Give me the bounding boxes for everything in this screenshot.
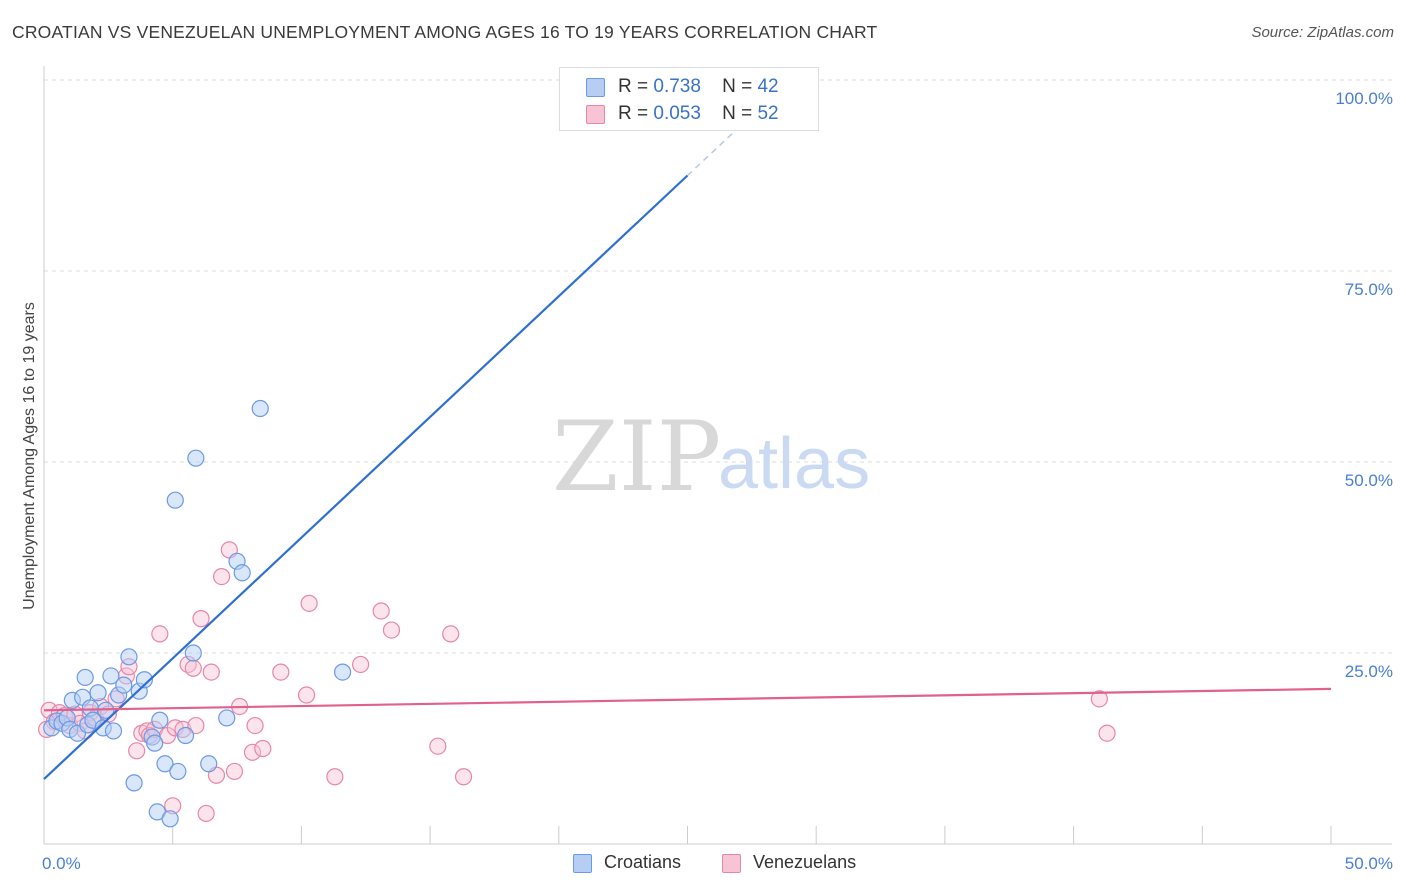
venezuelans-point [187, 716, 205, 735]
x-tick-label: 50.0% [1345, 854, 1393, 873]
croatians-point [76, 668, 94, 687]
croatians-point [184, 644, 202, 662]
venezuelans-point [272, 663, 290, 681]
venezuelans-point [225, 762, 244, 781]
y-tick-label: 25.0% [1345, 662, 1393, 681]
y-tick-label: 50.0% [1345, 471, 1393, 490]
croatians-point [151, 711, 169, 729]
chart-title: CROATIAN VS VENEZUELAN UNEMPLOYMENT AMON… [12, 22, 878, 42]
r-value: 0.738 [653, 76, 701, 97]
venezuelans-point [192, 610, 210, 628]
venezuelans-point [246, 716, 264, 735]
croatians-point [104, 722, 123, 740]
croatians-point [176, 726, 195, 745]
croatians-point [187, 449, 205, 467]
croatians-point [200, 755, 218, 773]
croatians-points [43, 75, 648, 828]
watermark-atlas: atlas [718, 424, 870, 504]
croatians-point [146, 734, 164, 752]
trend-lines [43, 114, 1332, 780]
croatians-point [218, 709, 236, 727]
y-axis-label: Unemployment Among Ages 16 to 19 years [21, 302, 38, 610]
croatians-point [120, 648, 138, 666]
axes [43, 66, 1392, 845]
venezuelans-point [454, 768, 473, 786]
venezuelans-point [1090, 690, 1108, 708]
croatians-trend-extension [686, 114, 753, 177]
croatians-point [102, 667, 120, 685]
croatians-point [115, 676, 133, 694]
venezuelans-legend-swatch [722, 854, 741, 873]
venezuelans-point [297, 686, 316, 704]
croatians-swatch [586, 78, 605, 97]
venezuelans-point [372, 602, 390, 620]
n-label: N = [722, 76, 753, 97]
venezuelans-point [197, 804, 215, 823]
n-value: 52 [757, 103, 779, 124]
stats-legend: R = 0.738 N = 42 R = 0.053 N = 52 [559, 67, 819, 131]
venezuelans-trend-line [43, 687, 1332, 712]
venezuelans-point [254, 739, 272, 758]
croatians-point [161, 810, 179, 828]
croatians-point [251, 399, 269, 418]
venezuelans-point [442, 625, 460, 643]
venezuelans-point [1098, 724, 1116, 742]
venezuelans-point [429, 737, 447, 755]
chart-source: Source: ZipAtlas.com [1251, 24, 1394, 41]
croatians-point [333, 663, 352, 681]
croatians-point [169, 762, 187, 781]
venezuelans-point [151, 625, 169, 643]
r-label: R = [618, 76, 649, 97]
venezuelans-point [128, 742, 146, 760]
venezuelans-swatch [586, 105, 605, 124]
croatians-point [89, 684, 107, 702]
croatians-point [125, 774, 143, 792]
croatians-point [166, 491, 184, 509]
watermark-zip: ZIP [552, 401, 721, 513]
venezuelans-point [382, 621, 401, 639]
venezuelans-point [352, 655, 370, 674]
venezuelans-point [300, 594, 318, 612]
venezuelans-points [37, 541, 1116, 823]
croatians-legend-label: Croatians [604, 852, 682, 872]
watermark: ZIP atlas [552, 401, 870, 513]
croatians-trend-line [43, 174, 689, 780]
croatians-point [233, 564, 251, 582]
y-tick-label: 100.0% [1335, 89, 1393, 108]
n-label: N = [722, 103, 753, 124]
legend-stats-croatians: R = 0.738 N = 42 [618, 76, 779, 98]
venezuelans-point [213, 567, 231, 586]
r-label: R = [618, 103, 649, 124]
croatians-point [135, 671, 153, 689]
venezuelans-legend-label: Venezuelans [753, 852, 857, 872]
r-value: 0.053 [653, 103, 701, 124]
y-tick-label: 75.0% [1345, 280, 1393, 299]
croatians-point [156, 755, 174, 773]
x-tick-label: 0.0% [42, 854, 81, 873]
n-value: 42 [757, 76, 779, 97]
legend-stats-venezuelans: R = 0.053 N = 52 [618, 103, 779, 125]
venezuelans-point [326, 768, 344, 786]
croatians-legend-swatch [573, 854, 592, 873]
tick-labels: 100.0% 75.0% 50.0% 25.0% 0.0% 50.0% [42, 89, 1393, 873]
venezuelans-point [202, 663, 220, 681]
venezuelans-point [184, 659, 202, 677]
venezuelans-point [243, 743, 262, 761]
